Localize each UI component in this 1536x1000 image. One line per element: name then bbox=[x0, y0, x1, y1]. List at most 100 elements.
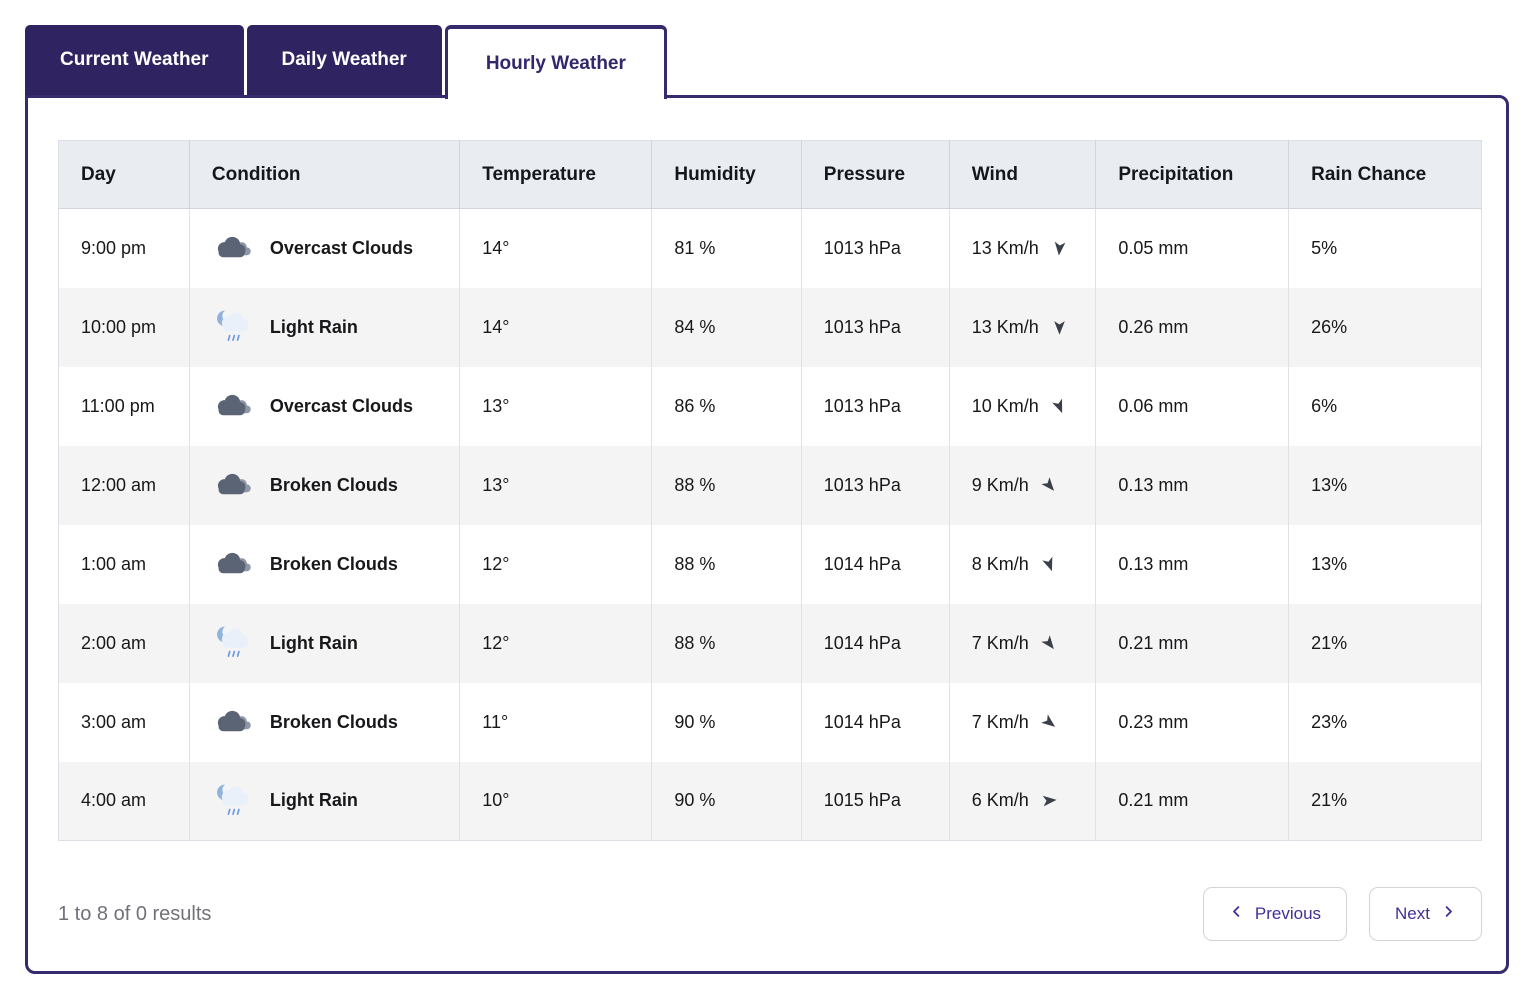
precipitation-cell: 0.13 mm bbox=[1095, 445, 1290, 525]
condition-wrap: Broken Clouds bbox=[212, 703, 451, 741]
temperature-cell: 14° bbox=[459, 208, 653, 288]
day-cell: 3:00 am bbox=[58, 682, 190, 762]
wind-cell: 9 Km/h bbox=[949, 445, 1097, 525]
wind-cell: 10 Km/h bbox=[949, 366, 1097, 446]
day-cell: 12:00 am bbox=[58, 445, 190, 525]
humidity-cell: 88 % bbox=[651, 524, 802, 604]
rain-chance-cell: 23% bbox=[1289, 683, 1482, 762]
temperature-value: 10° bbox=[482, 790, 510, 811]
tab-daily-weather[interactable]: Daily Weather bbox=[246, 25, 442, 95]
wind-wrap: 8 Km/h bbox=[972, 554, 1088, 575]
temperature-value: 12° bbox=[482, 553, 510, 574]
condition-wrap: Broken Clouds bbox=[212, 466, 451, 504]
condition-cell: Overcast Clouds bbox=[189, 366, 461, 446]
condition-cell: Broken Clouds bbox=[189, 445, 461, 525]
wind-cell: 13 Km/h bbox=[949, 287, 1097, 367]
tab-hourly-weather[interactable]: Hourly Weather bbox=[444, 25, 667, 99]
temperature-value: 11° bbox=[482, 711, 509, 732]
humidity-value: 88 % bbox=[674, 474, 716, 495]
tab-label: Hourly Weather bbox=[485, 53, 626, 74]
rain-chance-value: 21% bbox=[1311, 790, 1348, 811]
cloud-icon bbox=[217, 237, 251, 258]
pagination: Previous Next bbox=[1202, 887, 1482, 941]
wind-cell: 7 Km/h bbox=[949, 682, 1097, 762]
pressure-cell: 1014 hPa bbox=[801, 603, 950, 683]
rain-chance-cell: 21% bbox=[1289, 604, 1482, 683]
chevron-right-slot bbox=[1441, 904, 1456, 924]
pressure-cell: 1015 hPa bbox=[801, 761, 950, 841]
rain-chance-cell: 13% bbox=[1289, 446, 1482, 525]
hourly-weather-panel: Day Condition Temperature Humidity Pressure W… bbox=[25, 95, 1509, 974]
pressure-value: 1014 hPa bbox=[823, 711, 901, 732]
pressure-cell: 1013 hPa bbox=[801, 287, 950, 367]
condition-label: Overcast Clouds bbox=[269, 237, 413, 258]
cloud-icon bbox=[217, 473, 251, 495]
condition-cell: Broken Clouds bbox=[189, 682, 461, 762]
humidity-cell: 88 % bbox=[651, 603, 802, 683]
previous-button-label: Previous bbox=[1254, 904, 1322, 923]
precipitation-value: 0.23 mm bbox=[1118, 711, 1189, 732]
humidity-cell: 88 % bbox=[651, 445, 802, 525]
humidity-cell: 81 % bbox=[651, 208, 802, 288]
table-row: 2:00 am Light Rain 12° 88 % 1014 hPa 7 Km/h … bbox=[58, 603, 1482, 683]
previous-button[interactable]: Previous bbox=[1202, 887, 1348, 941]
precipitation-cell: 0.06 mm bbox=[1095, 366, 1290, 446]
condition-cell: Overcast Clouds bbox=[189, 208, 461, 288]
temperature-cell: 10° bbox=[459, 761, 653, 841]
cloud-icon bbox=[217, 710, 251, 732]
pressure-value: 1013 hPa bbox=[823, 474, 901, 495]
wind-wrap: 6 Km/h bbox=[972, 790, 1088, 811]
column-header-pressure: Pressure bbox=[801, 140, 950, 209]
next-button[interactable]: Next bbox=[1369, 887, 1482, 941]
day-value: 10:00 pm bbox=[81, 316, 157, 337]
wind-direction-icon bbox=[1051, 398, 1062, 413]
humidity-cell: 90 % bbox=[651, 761, 802, 841]
day-value: 1:00 am bbox=[81, 553, 147, 574]
humidity-cell: 90 % bbox=[651, 682, 802, 762]
weather-app: Current Weather Daily Weather Hourly Weath… bbox=[25, 25, 1509, 974]
condition-label: Light Rain bbox=[269, 316, 358, 337]
rain-chance-value: 26% bbox=[1311, 316, 1348, 337]
rain-chance-value: 13% bbox=[1311, 553, 1348, 574]
precipitation-value: 0.13 mm bbox=[1118, 474, 1189, 495]
wind-speed-value: 13 Km/h bbox=[971, 237, 1039, 258]
condition-wrap: Overcast Clouds bbox=[212, 387, 451, 425]
temperature-value: 13° bbox=[482, 395, 510, 416]
tab-label: Current Weather bbox=[60, 49, 209, 70]
pressure-value: 1014 hPa bbox=[823, 632, 901, 653]
pressure-value: 1013 hPa bbox=[823, 237, 901, 258]
condition-label: Broken Clouds bbox=[269, 553, 398, 574]
precipitation-value: 0.05 mm bbox=[1118, 237, 1189, 258]
broken-clouds-icon bbox=[212, 545, 254, 583]
pressure-cell: 1013 hPa bbox=[801, 445, 950, 525]
temperature-cell: 13° bbox=[459, 366, 653, 446]
temperature-value: 13° bbox=[482, 474, 510, 495]
wind-direction-icon bbox=[1042, 556, 1053, 571]
wind-speed-value: 10 Km/h bbox=[971, 395, 1039, 416]
condition-cell: Light Rain bbox=[189, 761, 461, 841]
pressure-cell: 1013 hPa bbox=[801, 208, 950, 288]
table-row: 11:00 pm Overcast Clouds 13° 86 % 1013 hPa 1… bbox=[58, 366, 1482, 446]
precipitation-value: 0.21 mm bbox=[1118, 790, 1189, 811]
wind-cell: 6 Km/h bbox=[949, 761, 1097, 841]
precipitation-value: 0.26 mm bbox=[1118, 316, 1189, 337]
pressure-value: 1015 hPa bbox=[823, 790, 901, 811]
chevron-left-slot bbox=[1229, 904, 1244, 924]
temperature-value: 14° bbox=[482, 316, 510, 337]
tab-label: Daily Weather bbox=[281, 49, 407, 70]
rain-chance-value: 6% bbox=[1311, 395, 1338, 416]
wind-speed-value: 8 Km/h bbox=[971, 553, 1029, 574]
rain-cloud-icon bbox=[216, 784, 248, 815]
tab-bar: Current Weather Daily Weather Hourly Weath… bbox=[25, 25, 1509, 99]
overcast-clouds-icon bbox=[212, 387, 254, 425]
precipitation-value: 0.13 mm bbox=[1118, 553, 1189, 574]
tab-current-weather[interactable]: Current Weather bbox=[25, 25, 244, 95]
column-header-wind: Wind bbox=[949, 140, 1097, 209]
rain-chance-value: 21% bbox=[1311, 632, 1348, 653]
pressure-cell: 1014 hPa bbox=[801, 524, 950, 604]
condition-label: Light Rain bbox=[269, 790, 358, 811]
wind-wrap: 10 Km/h bbox=[972, 396, 1088, 417]
day-value: 4:00 am bbox=[81, 790, 147, 811]
table-header: Day Condition Temperature Humidity Pressure W… bbox=[58, 140, 1482, 209]
broken-clouds-icon bbox=[212, 466, 254, 504]
